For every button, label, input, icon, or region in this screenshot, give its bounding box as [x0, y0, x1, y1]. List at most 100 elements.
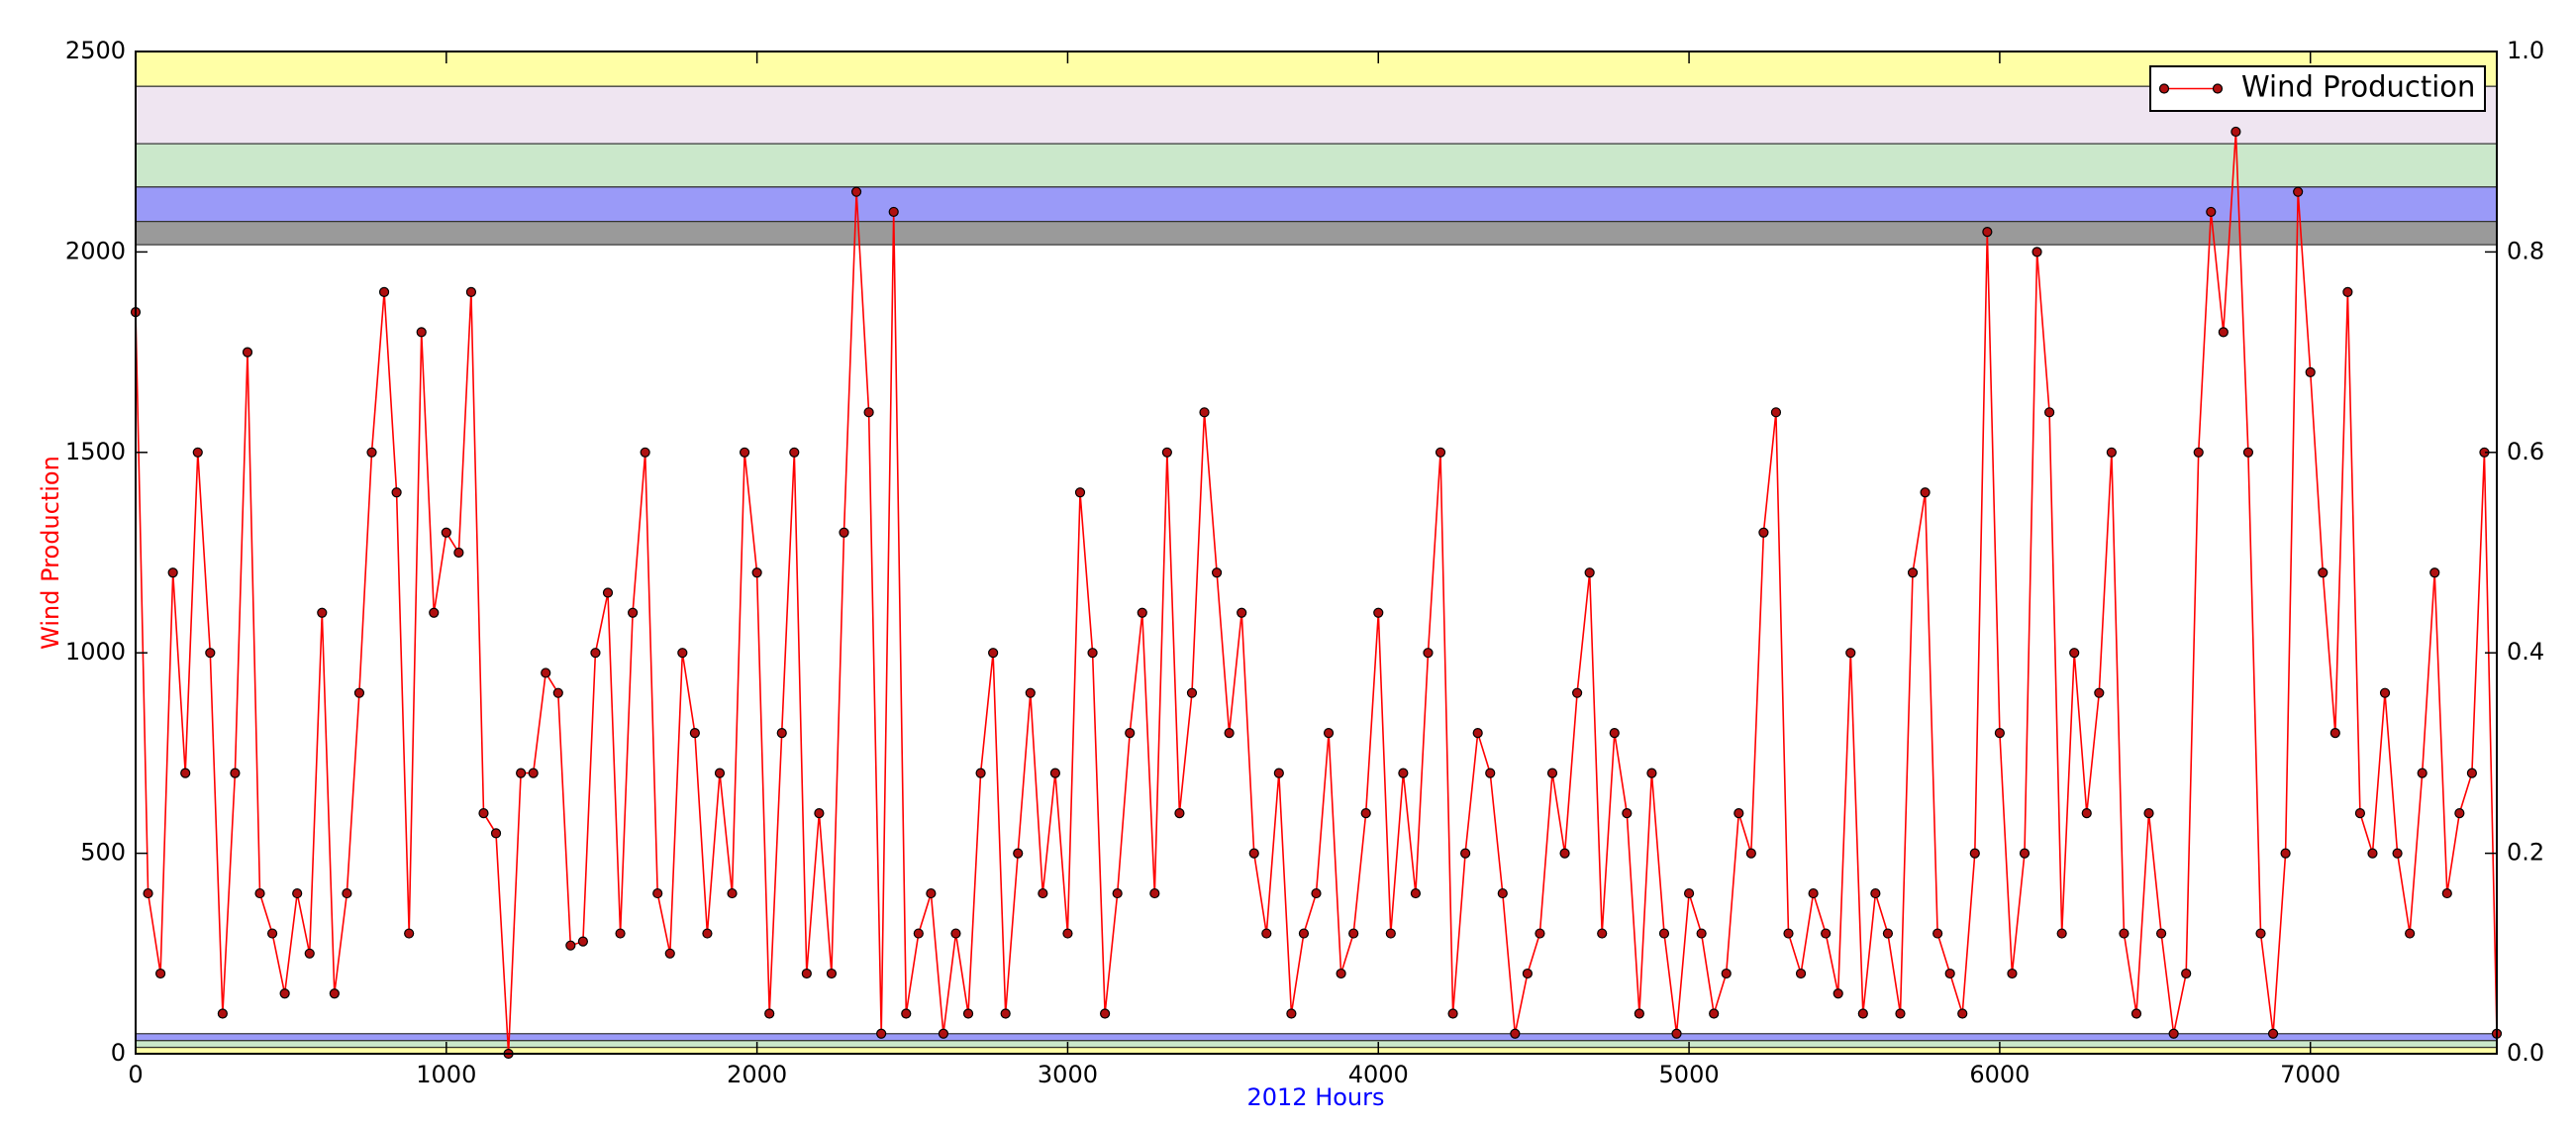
data-point [2367, 848, 2378, 859]
data-point [1410, 887, 1422, 899]
data-point [2342, 286, 2353, 297]
x-tick-label: 3000 [1038, 1061, 1098, 1088]
threshold-band [135, 85, 2498, 145]
data-point [2405, 928, 2416, 939]
data-point [1932, 928, 1943, 939]
data-point [1460, 848, 1471, 859]
data-point [167, 567, 178, 578]
y-axis-label: Wind Production [37, 456, 64, 650]
y2-tick-label: 0.4 [2507, 638, 2544, 666]
data-point [926, 887, 937, 899]
data-point [1572, 687, 1583, 698]
data-point [1597, 928, 1608, 939]
legend-label: Wind Production [2241, 70, 2475, 104]
legend-marker [2212, 83, 2224, 94]
data-point [962, 1008, 974, 1019]
data-point [2007, 968, 2018, 979]
data-point [1161, 447, 1172, 458]
x-axis-label: 2012 Hours [1246, 1083, 1384, 1111]
data-point [839, 527, 849, 538]
data-point [689, 728, 700, 739]
data-point [1969, 848, 1980, 859]
data-point [1186, 687, 1198, 698]
data-point [1758, 527, 1769, 538]
data-point [1734, 808, 1744, 819]
data-point [1100, 1008, 1111, 1019]
data-point [2044, 407, 2055, 418]
y2-tick-label: 0.2 [2507, 839, 2544, 867]
data-point [1658, 928, 1670, 939]
data-point [1224, 728, 1235, 739]
data-point [850, 186, 862, 197]
data-point [1522, 968, 1533, 979]
data-point [205, 648, 216, 659]
data-point [950, 928, 961, 939]
data-point [702, 928, 713, 939]
data-point [192, 447, 203, 458]
data-point [1994, 728, 2005, 739]
data-point [2193, 447, 2204, 458]
data-point [1646, 768, 1657, 778]
data-point [180, 768, 191, 778]
data-point [1833, 988, 1843, 999]
data-point [776, 728, 787, 739]
y-tick-label: 1000 [65, 638, 126, 666]
data-point [615, 928, 626, 939]
data-point [1944, 968, 1955, 979]
data-point [429, 607, 440, 618]
data-point [739, 447, 750, 458]
data-point [1013, 848, 1024, 859]
data-point [1795, 968, 1807, 979]
data-point [1920, 487, 1931, 498]
y-tick-label: 1500 [65, 438, 126, 465]
data-point [2293, 186, 2304, 197]
data-point [478, 808, 489, 819]
data-point [329, 988, 340, 999]
data-point [1398, 768, 1409, 778]
data-point [1423, 648, 1434, 659]
data-point [1609, 728, 1620, 739]
data-point [2019, 848, 2031, 859]
data-point [714, 768, 726, 778]
data-point [1137, 607, 1147, 618]
data-point [292, 887, 303, 899]
data-point [2318, 567, 2328, 578]
data-point [1634, 1008, 1644, 1019]
data-point [143, 887, 153, 899]
threshold-band [135, 1040, 2498, 1049]
data-point [1982, 227, 1993, 238]
legend-marker [2158, 83, 2170, 94]
data-point [1683, 887, 1695, 899]
data-point [577, 936, 588, 947]
data-point [552, 687, 563, 698]
data-point [602, 587, 614, 598]
data-point [652, 887, 663, 899]
data-point [366, 447, 377, 458]
data-point [1808, 887, 1819, 899]
x-tick-label: 5000 [1659, 1061, 1720, 1088]
data-point [1360, 808, 1371, 819]
data-point [2242, 447, 2254, 458]
data-point [1584, 567, 1595, 578]
data-point [1336, 968, 1346, 979]
data-point [1211, 567, 1223, 578]
data-point [1261, 928, 1272, 939]
data-point [628, 607, 639, 618]
data-point [1709, 1008, 1720, 1019]
data-point [441, 527, 451, 538]
data-point [266, 928, 278, 939]
data-point [664, 948, 675, 959]
data-point [2354, 808, 2366, 819]
data-point [1472, 728, 1483, 739]
x-tick-label: 1000 [416, 1061, 476, 1088]
data-point [1323, 728, 1335, 739]
data-point [1087, 648, 1098, 659]
data-point [1485, 768, 1496, 778]
data-point [2417, 768, 2427, 778]
data-point [2267, 1028, 2279, 1039]
data-point [2280, 848, 2291, 859]
data-point [2255, 928, 2266, 939]
data-point [391, 487, 402, 498]
threshold-band [135, 143, 2498, 188]
data-point [2119, 928, 2130, 939]
